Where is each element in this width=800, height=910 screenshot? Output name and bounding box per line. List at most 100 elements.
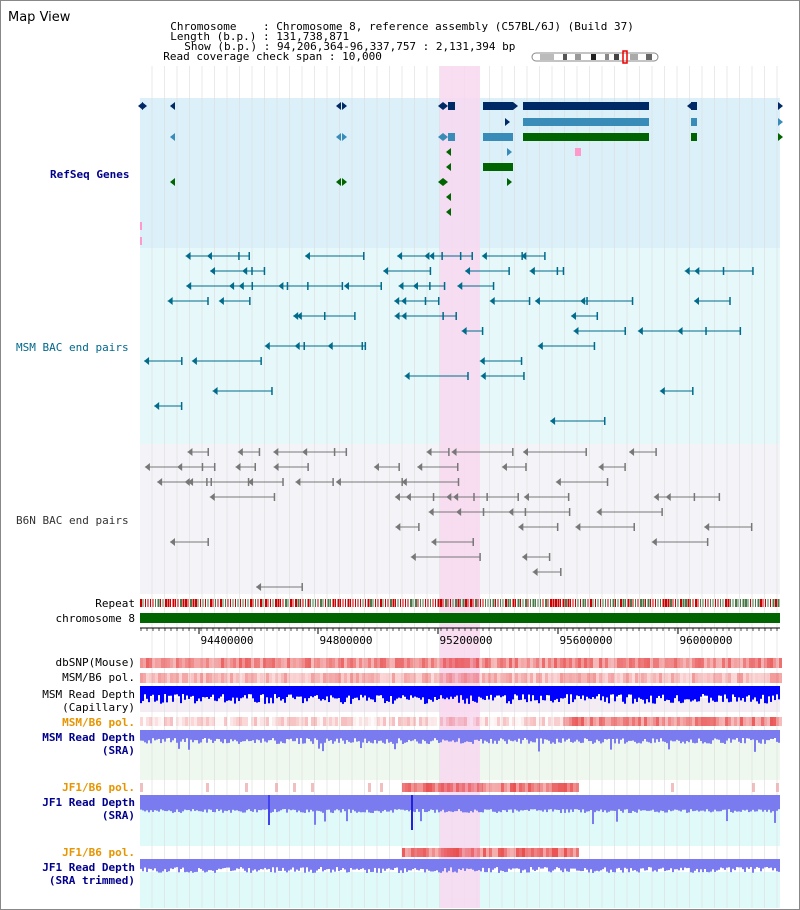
depth-bar xyxy=(716,795,718,812)
bac-end xyxy=(629,448,635,456)
b6n-bac-track[interactable] xyxy=(144,448,753,591)
repeat-element xyxy=(440,599,442,607)
track-label-msm-bac[interactable]: MSM BAC end pairs xyxy=(16,341,129,354)
bac-end xyxy=(258,448,261,456)
depth-bar xyxy=(588,795,590,812)
track-label-msm-depth-capillary[interactable]: MSM Read Depth (Capillary) xyxy=(42,688,135,714)
track-label-msm-depth-sra[interactable]: MSM Read Depth (SRA) xyxy=(42,731,135,757)
heat-cell xyxy=(590,717,593,726)
heat-cell xyxy=(392,717,395,726)
bac-end xyxy=(401,312,407,320)
depth-bar xyxy=(706,795,708,810)
repeat-element xyxy=(637,599,639,607)
depth-bar xyxy=(394,795,396,810)
depth-bar xyxy=(262,686,264,695)
heat-cell xyxy=(143,717,146,726)
depth-bar xyxy=(548,730,550,741)
bac-end xyxy=(492,282,495,290)
repeat-track[interactable] xyxy=(140,599,780,607)
repeat-element xyxy=(292,599,294,607)
depth-bar xyxy=(572,859,574,869)
track-label-jf1-pol[interactable]: JF1/B6 pol. xyxy=(62,781,135,794)
depth-bar xyxy=(440,795,442,812)
track-label-dbsnp[interactable]: dbSNP(Mouse) xyxy=(55,656,135,669)
depth-bar xyxy=(636,730,638,744)
heat-cell xyxy=(446,717,449,726)
depth-bar xyxy=(428,730,430,744)
track-label-refseq[interactable]: RefSeq Genes xyxy=(50,168,130,181)
heat-cell xyxy=(518,658,521,668)
depth-bar xyxy=(704,859,706,869)
bac-end xyxy=(521,252,527,260)
bac-end xyxy=(395,523,401,531)
bac-end xyxy=(248,478,254,486)
heat-cell xyxy=(644,717,647,726)
heat-cell xyxy=(299,658,302,668)
depth-bar xyxy=(428,795,430,812)
track-label-b6n-bac[interactable]: B6N BAC end pairs xyxy=(16,514,129,527)
track-label-msm-pol[interactable]: MSM/B6 pol. xyxy=(62,671,135,684)
heat-cell xyxy=(530,717,533,726)
depth-bar xyxy=(770,859,772,868)
refseq-gene-track[interactable] xyxy=(138,102,783,245)
heat-cell xyxy=(716,717,719,726)
heat-cell xyxy=(431,658,434,668)
depth-bar xyxy=(228,730,230,743)
depth-bar xyxy=(196,859,198,872)
repeat-element xyxy=(702,599,704,607)
chromosome-ideogram[interactable] xyxy=(531,50,659,64)
heat-cell xyxy=(161,717,164,726)
depth-bar xyxy=(544,686,546,701)
chromosome-bar[interactable] xyxy=(140,613,780,623)
quantitative-tracks[interactable] xyxy=(140,658,782,873)
heat-cell xyxy=(713,658,716,668)
gene-arrow xyxy=(778,133,783,141)
depth-bar xyxy=(500,686,502,698)
repeat-element xyxy=(352,599,354,607)
bac-end xyxy=(739,327,742,335)
bac-end xyxy=(556,523,559,531)
heat-cell xyxy=(611,658,614,668)
heat-cell xyxy=(546,783,549,792)
depth-bar xyxy=(360,686,362,695)
depth-bar xyxy=(776,859,778,872)
heat-cell xyxy=(656,658,659,668)
depth-bar xyxy=(228,795,230,811)
track-label-jf1-depth[interactable]: JF1 Read Depth (SRA) xyxy=(42,796,135,822)
depth-bar xyxy=(168,859,170,872)
depth-bar xyxy=(606,730,608,740)
depth-bar xyxy=(714,795,716,810)
heat-cell xyxy=(533,717,536,726)
depth-bar xyxy=(746,686,748,697)
bac-end xyxy=(562,267,565,275)
depth-bar xyxy=(294,686,296,700)
depth-bar xyxy=(240,795,242,812)
depth-bar xyxy=(494,730,496,741)
track-label-jf1-pol-2[interactable]: JF1/B6 pol. xyxy=(62,846,135,859)
depth-bar xyxy=(446,795,448,812)
depth-bar xyxy=(742,795,744,810)
depth-bar xyxy=(236,730,238,742)
heat-cell xyxy=(551,673,554,683)
depth-bar xyxy=(514,730,516,741)
track-label-msm-pol-2[interactable]: MSM/B6 pol. xyxy=(62,716,135,729)
heat-cell xyxy=(543,783,546,792)
heat-cell xyxy=(512,673,515,683)
heat-cell xyxy=(383,717,386,726)
depth-bar xyxy=(408,686,410,700)
track-label-jf1-trimmed[interactable]: JF1 Read Depth (SRA trimmed) xyxy=(42,861,135,887)
depth-bar xyxy=(322,859,324,872)
msm-bac-track[interactable] xyxy=(144,252,754,425)
heat-cell xyxy=(776,658,779,668)
heat-cell xyxy=(575,658,578,668)
heat-cell xyxy=(497,717,500,726)
heat-cell xyxy=(182,673,185,683)
depth-bar xyxy=(504,795,506,811)
depth-bar xyxy=(680,686,682,704)
depth-bar xyxy=(194,686,196,704)
track-label-chromosome[interactable]: chromosome 8 xyxy=(55,612,135,625)
track-label-repeat[interactable]: Repeat xyxy=(95,597,135,610)
heat-cell xyxy=(590,658,593,668)
depth-bar xyxy=(148,686,150,703)
